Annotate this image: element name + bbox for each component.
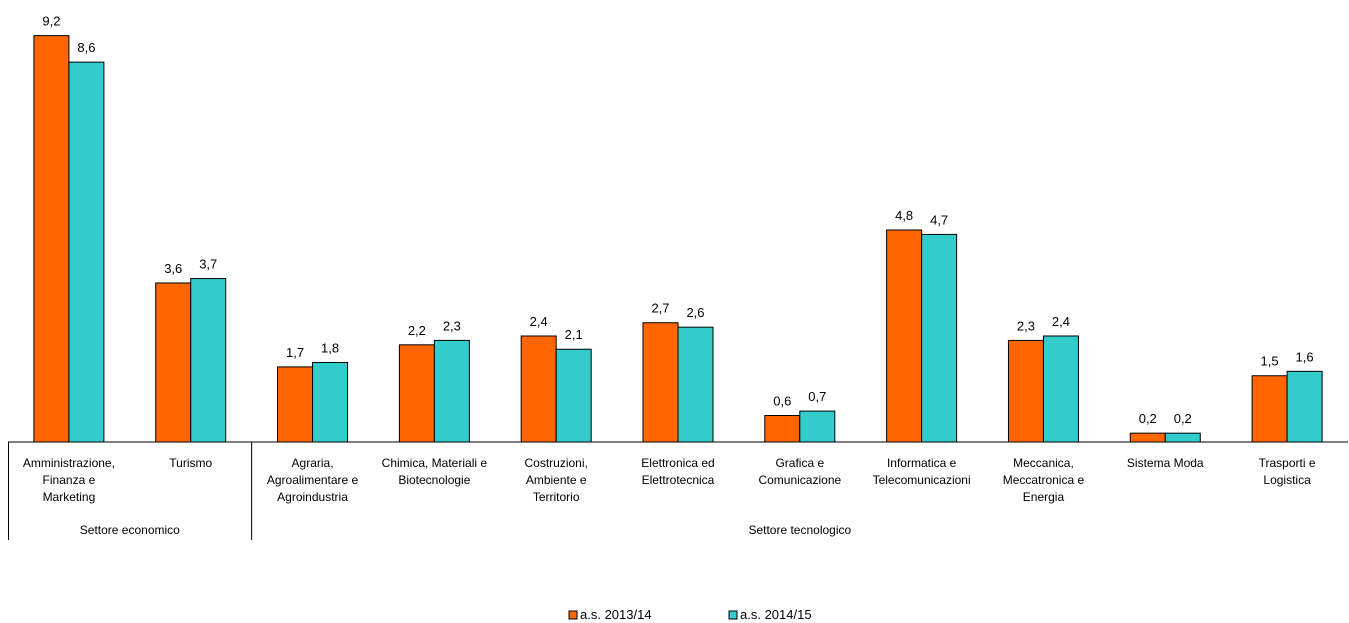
legend-label-0: a.s. 2013/14 [580,607,652,622]
value-label-series2-4: 2,1 [565,327,583,342]
value-label-series2-3: 2,3 [443,318,461,333]
category-label-line: Meccatronica e [1003,473,1085,487]
bar-series2-8 [1042,335,1079,443]
x-axis: Amministrazione, Finanza e Marketing Turism… [8,441,1348,540]
value-label-series2-2: 1,8 [321,340,339,355]
category-label-line: Finanza e [43,473,96,487]
category-label-line: Biotecnologie [398,473,470,487]
category-label-0: Amministrazione, Finanza e Marketing [23,456,115,504]
category-label-line: Ambiente e [526,473,587,487]
category-label-line: Sistema Moda [1127,456,1204,470]
value-label-series2-0: 8,6 [77,40,95,55]
category-label-line: Agroalimentare e [267,473,359,487]
category-label-7: Informatica e Telecomunicazioni [873,456,971,487]
value-label-series1-0: 9,2 [42,14,60,29]
category-label-line: Comunicazione [758,473,841,487]
bar-series1-3 [398,344,435,443]
category-label-line: Territorio [533,490,580,504]
bar-series1-0 [33,35,70,443]
bar-series1-2 [277,366,314,443]
category-label-4: Costruzioni, Ambiente e Territorio [525,456,588,504]
category-label-line: Grafica e [775,456,824,470]
category-label-3: Chimica, Materiali e Biotecnologie [382,456,488,487]
bar-series1-10 [1251,375,1288,443]
bar-series2-0 [68,61,105,443]
category-label-line: Agroindustria [277,490,348,504]
legend-label-1: a.s. 2014/15 [740,607,812,622]
bar-series2-6 [799,410,836,443]
bar-series2-4 [555,348,592,443]
value-label-series2-9: 0,2 [1174,411,1192,426]
category-label-8: Meccanica, Meccatronica e Energia [1003,456,1085,504]
bar-series1-6 [764,414,801,443]
value-label-series2-1: 3,7 [199,257,217,272]
category-label-line: Amministrazione, [23,456,115,470]
bar-series1-4 [520,335,557,443]
bar-series2-2 [312,361,349,443]
category-label-2: Agraria, Agroalimentare e Agroindustria [267,456,359,504]
category-label-10: Trasporti e Logistica [1259,456,1316,487]
value-label-series1-5: 2,7 [651,301,669,316]
bar-series1-8 [1007,339,1044,443]
value-label-series1-7: 4,8 [895,208,913,223]
bar-series2-3 [433,339,470,443]
value-label-series2-10: 1,6 [1296,349,1314,364]
bar-series2-9 [1164,432,1201,443]
category-label-line: Agraria, [292,456,334,470]
value-label-series2-7: 4,7 [930,212,948,227]
category-label-line: Chimica, Materiali e [382,456,488,470]
bar-series1-1 [155,282,192,443]
category-label-1: Turismo [169,456,212,470]
category-label-line: Marketing [43,490,96,504]
category-label-line: Informatica e [887,456,957,470]
category-label-line: Elettrotecnica [642,473,715,487]
category-label-line: Trasporti e [1259,456,1316,470]
legend-swatch-0 [568,610,578,620]
bar-series2-1 [190,278,227,443]
category-label-line: Turismo [169,456,212,470]
bar-series2-7 [921,233,958,443]
category-label-6: Grafica e Comunicazione [758,456,841,487]
value-label-series2-5: 2,6 [686,305,704,320]
value-label-series1-8: 2,3 [1017,318,1035,333]
category-label-line: Telecomunicazioni [873,473,971,487]
group-label-1: Settore tecnologico [748,523,851,537]
bar-series1-9 [1129,432,1166,443]
value-label-series1-1: 3,6 [164,261,182,276]
category-label-line: Meccanica, [1013,456,1074,470]
bar-series1-7 [886,229,923,443]
group-label-0: Settore economico [80,523,180,537]
value-label-series1-6: 0,6 [773,393,791,408]
category-label-line: Costruzioni, [525,456,588,470]
value-label-series1-2: 1,7 [286,345,304,360]
category-label-line: Energia [1023,490,1065,504]
category-label-9: Sistema Moda [1127,456,1204,470]
legend-swatch-1 [728,610,738,620]
category-label-5: Elettronica ed Elettrotecnica [641,456,714,487]
bar-series1-5 [642,322,679,443]
value-label-series1-4: 2,4 [530,314,548,329]
value-label-series1-9: 0,2 [1139,411,1157,426]
value-labels-layer: 9,2 8,6 3,6 3,7 1,7 1,8 2,2 2,3 2,4 2,1 2,7 2,6 0,6 0… [42,14,1313,427]
category-label-line: Logistica [1263,473,1311,487]
category-label-line: Elettronica ed [641,456,714,470]
value-label-series1-10: 1,5 [1261,354,1279,369]
value-label-series1-3: 2,2 [408,323,426,338]
value-label-series2-6: 0,7 [808,389,826,404]
legend: a.s. 2013/14 a.s. 2014/15 [568,607,812,622]
bar-series2-10 [1286,370,1323,443]
bars-layer [33,35,1323,443]
bar-series2-5 [677,326,714,443]
value-label-series2-8: 2,4 [1052,314,1070,329]
